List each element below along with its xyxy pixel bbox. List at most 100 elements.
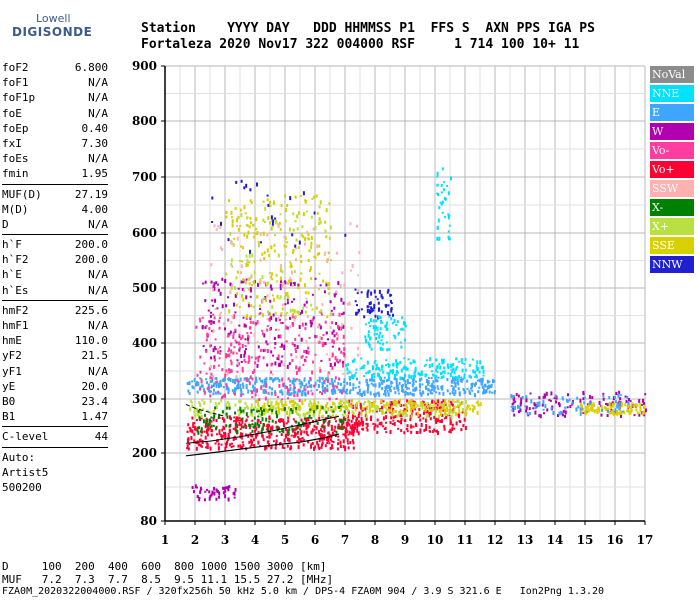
echo-point (278, 318, 281, 321)
echo-point (303, 417, 306, 420)
echo-point (323, 252, 326, 256)
echo-point (239, 383, 242, 388)
echo-point (257, 402, 260, 406)
echo-point (333, 402, 336, 405)
echo-point (243, 289, 246, 293)
echo-point (386, 321, 389, 324)
echo-point (258, 355, 261, 358)
echo-point (253, 424, 256, 428)
echo-point (326, 442, 329, 444)
echo-point (187, 389, 190, 393)
echo-point (202, 419, 205, 424)
echo-point (326, 259, 329, 264)
echo-point (224, 446, 227, 451)
echo-point (217, 383, 220, 386)
echo-point (460, 428, 463, 432)
echo-point (552, 411, 555, 415)
echo-point (432, 374, 435, 377)
echo-point (231, 219, 234, 224)
echo-point (227, 296, 229, 299)
echo-point (325, 377, 328, 381)
echo-point (306, 434, 309, 437)
echo-point (361, 366, 364, 369)
echo-point (209, 376, 212, 380)
echo-point (280, 343, 283, 348)
echo-point (635, 403, 638, 407)
echo-point (269, 426, 272, 431)
echo-point (284, 236, 287, 241)
echo-point (264, 221, 267, 223)
echo-point (477, 390, 480, 394)
echo-point (347, 433, 350, 436)
echo-point (213, 224, 216, 228)
echo-point (224, 486, 227, 490)
echo-point (348, 404, 351, 408)
echo-point (254, 405, 257, 408)
echo-point (258, 412, 261, 415)
echo-point (309, 319, 312, 324)
echo-point (425, 414, 428, 419)
echo-point (449, 372, 452, 377)
echo-point (539, 414, 542, 419)
echo-point (452, 363, 455, 367)
echo-point (260, 407, 262, 411)
echo-point (268, 271, 271, 274)
echo-point (215, 377, 218, 380)
echo-point (260, 410, 263, 414)
echo-point (225, 424, 228, 428)
echo-point (580, 402, 582, 405)
echo-point (351, 439, 354, 442)
echo-point (344, 405, 347, 410)
echo-point (519, 402, 522, 407)
echo-point (338, 406, 341, 409)
echo-point (395, 380, 398, 384)
echo-point (633, 414, 636, 417)
echo-point (406, 414, 409, 418)
echo-point (360, 418, 363, 423)
echo-point (279, 287, 282, 291)
echo-point (641, 412, 644, 416)
echo-point (446, 406, 449, 410)
echo-point (310, 443, 313, 446)
echo-point (234, 293, 237, 298)
y-tick-label: 500 (132, 281, 157, 295)
echo-point (440, 184, 443, 187)
echo-point (243, 358, 246, 362)
echo-point (428, 410, 431, 412)
echo-point (333, 429, 336, 433)
echo-point (619, 409, 622, 413)
echo-point (245, 280, 248, 285)
echo-point (236, 270, 239, 274)
echo-point (314, 405, 317, 410)
echo-point (307, 350, 310, 355)
echo-point (335, 332, 338, 336)
echo-point (446, 363, 449, 368)
echo-point (587, 409, 590, 413)
echo-point (417, 416, 420, 419)
echo-points (186, 167, 647, 502)
echo-point (324, 408, 327, 412)
echo-point (274, 341, 277, 345)
echo-point (525, 398, 528, 403)
echo-point (389, 411, 392, 414)
echo-point (422, 411, 425, 415)
echo-point (240, 213, 243, 218)
echo-point (261, 252, 264, 256)
echo-point (560, 410, 563, 415)
echo-point (292, 250, 295, 254)
echo-point (268, 386, 271, 390)
muf-value-row: MUF 7.2 7.3 7.7 8.5 9.5 11.1 15.5 27.2 [… (2, 573, 334, 586)
echo-point (228, 406, 231, 410)
echo-point (316, 244, 319, 249)
echo-point (316, 389, 319, 391)
echo-point (203, 430, 206, 433)
x-tick-label: 14 (547, 533, 564, 547)
echo-point (259, 308, 262, 310)
echo-point (298, 399, 301, 402)
echo-point (186, 382, 189, 386)
echo-point (471, 404, 474, 407)
echo-point (278, 409, 280, 414)
echo-point (291, 300, 293, 303)
echo-point (447, 372, 450, 375)
echo-point (431, 430, 434, 434)
